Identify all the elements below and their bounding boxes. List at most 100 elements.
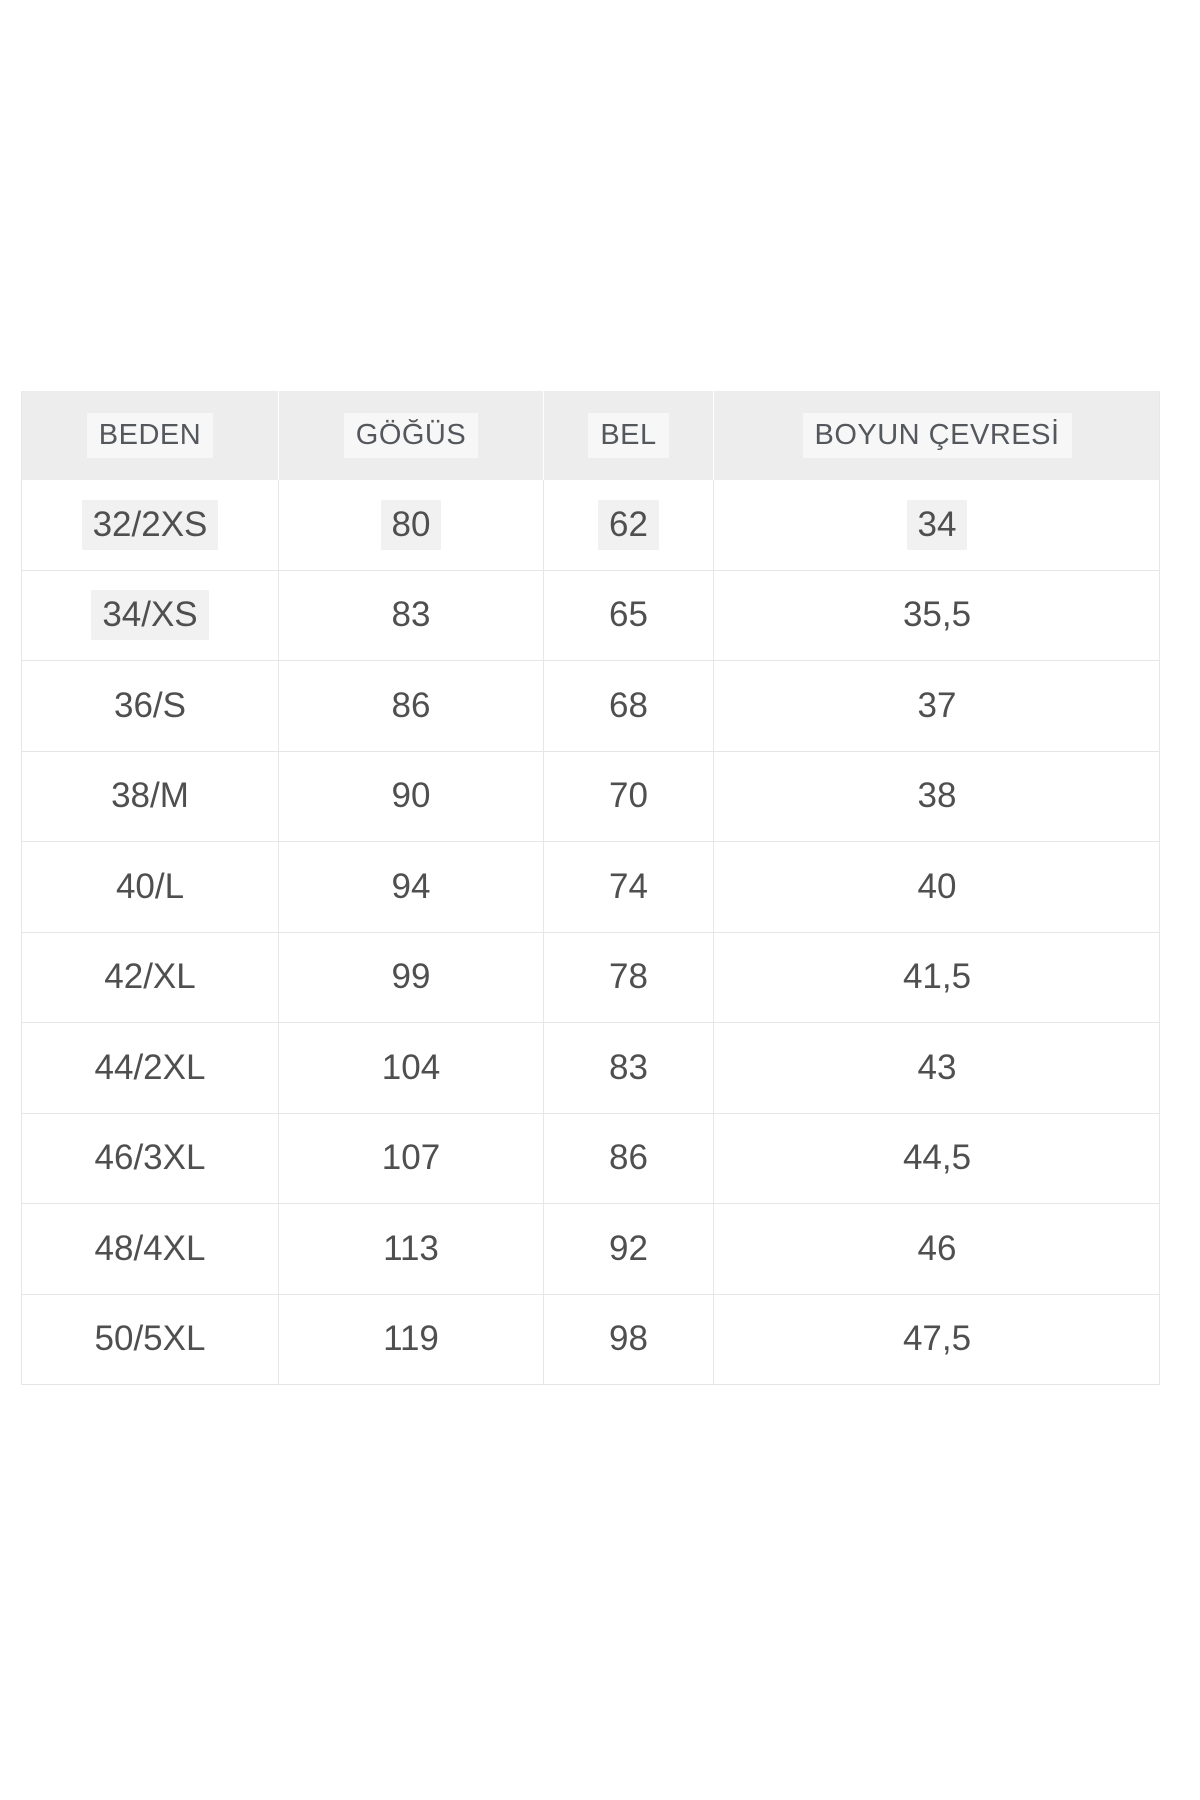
chest-value: 99 (391, 957, 431, 997)
neck-cell: 41,5 (714, 933, 1160, 1023)
size-cell: 46/3XL (22, 1113, 279, 1203)
chest-value: 104 (381, 1047, 441, 1087)
chest-value: 83 (391, 595, 431, 635)
neck-cell: 47,5 (714, 1295, 1160, 1385)
size-value: 32/2XS (81, 499, 219, 550)
waist-value: 65 (609, 595, 648, 635)
waist-cell: 92 (544, 1204, 714, 1294)
size-cell: 42/XL (22, 932, 279, 1022)
neck-value: 47,5 (902, 1319, 972, 1359)
table-header-row: BEDEN GÖĞÜS BEL BOYUN ÇEVRESİ (22, 391, 1159, 480)
waist-value: 74 (609, 866, 648, 906)
column-header-boyun-cevresi: BOYUN ÇEVRESİ (714, 391, 1160, 480)
waist-value: 83 (609, 1047, 648, 1087)
neck-cell: 34 (714, 480, 1160, 570)
chest-cell: 83 (279, 570, 544, 660)
waist-value: 78 (609, 957, 648, 997)
table-row: 32/2XS 80 62 34 (22, 480, 1159, 571)
chest-cell: 99 (279, 932, 544, 1022)
neck-cell: 40 (714, 842, 1160, 932)
table-row: 36/S 86 68 37 (22, 661, 1159, 752)
column-header-beden: BEDEN (22, 391, 279, 480)
waist-cell: 78 (544, 932, 714, 1022)
size-cell: 48/4XL (22, 1204, 279, 1294)
neck-value: 40 (917, 866, 957, 906)
neck-value: 34 (906, 499, 968, 550)
waist-cell: 98 (544, 1294, 714, 1384)
chest-cell: 104 (279, 1023, 544, 1113)
table-row: 44/2XL 104 83 43 (22, 1023, 1159, 1114)
table-body: 32/2XS 80 62 34 34/XS 83 (22, 480, 1159, 1385)
waist-value: 92 (609, 1228, 648, 1268)
size-cell: 36/S (22, 661, 279, 751)
table-row: 46/3XL 107 86 44,5 (22, 1113, 1160, 1204)
waist-value: 68 (609, 685, 648, 725)
size-chart-table: BEDEN GÖĞÜS BEL BOYUN ÇEVRESİ 32/2XS 80 … (21, 391, 1160, 1385)
table-row: 48/4XL 113 92 46 (22, 1204, 1159, 1295)
size-value: 48/4XL (94, 1228, 206, 1268)
chest-value: 119 (383, 1319, 439, 1359)
chest-value: 94 (391, 866, 431, 906)
size-value: 40/L (115, 866, 185, 906)
size-value: 36/S (114, 685, 186, 725)
chest-value: 80 (380, 499, 442, 550)
neck-value: 43 (917, 1047, 957, 1087)
chest-value: 113 (383, 1228, 439, 1268)
column-header-label: BEDEN (86, 413, 214, 458)
waist-cell: 70 (544, 751, 714, 841)
chest-cell: 80 (279, 480, 544, 570)
column-header-label: GÖĞÜS (343, 413, 479, 458)
column-header-bel: BEL (544, 391, 714, 480)
column-header-gogus: GÖĞÜS (279, 391, 544, 480)
chest-cell: 113 (279, 1204, 544, 1294)
neck-cell: 37 (714, 661, 1160, 751)
size-cell: 34/XS (22, 570, 279, 660)
neck-value: 41,5 (902, 957, 972, 997)
neck-cell: 35,5 (714, 571, 1160, 661)
size-cell: 44/2XL (22, 1023, 279, 1113)
neck-cell: 44,5 (714, 1114, 1160, 1204)
size-value: 50/5XL (94, 1319, 206, 1359)
neck-cell: 46 (714, 1204, 1160, 1294)
waist-value: 98 (609, 1319, 648, 1359)
neck-value: 35,5 (902, 595, 972, 635)
neck-value: 44,5 (902, 1138, 972, 1178)
neck-cell: 38 (714, 752, 1160, 842)
waist-cell: 62 (544, 480, 714, 570)
waist-cell: 83 (544, 1023, 714, 1113)
waist-value: 86 (609, 1138, 648, 1178)
waist-cell: 86 (544, 1113, 714, 1203)
size-cell: 32/2XS (22, 480, 279, 570)
chest-cell: 90 (279, 751, 544, 841)
table-row: 50/5XL 119 98 47,5 (22, 1294, 1160, 1385)
waist-value: 62 (598, 499, 659, 550)
neck-cell: 43 (714, 1023, 1160, 1113)
neck-value: 38 (917, 776, 957, 816)
table-row: 38/M 90 70 38 (22, 751, 1160, 842)
waist-value: 70 (609, 776, 648, 816)
table-row: 34/XS 83 65 35,5 (22, 570, 1160, 661)
size-cell: 50/5XL (22, 1294, 279, 1384)
chest-value: 90 (391, 776, 431, 816)
size-value: 44/2XL (94, 1047, 206, 1087)
size-cell: 40/L (22, 842, 279, 932)
neck-value: 46 (917, 1228, 957, 1268)
table-row: 40/L 94 74 40 (22, 842, 1159, 933)
waist-cell: 65 (544, 570, 714, 660)
column-header-label: BOYUN ÇEVRESİ (802, 413, 1072, 458)
chest-cell: 107 (279, 1113, 544, 1203)
chest-cell: 86 (279, 661, 544, 751)
size-value: 38/M (111, 776, 189, 816)
chest-value: 107 (381, 1138, 441, 1178)
chest-value: 86 (391, 685, 431, 725)
table-row: 42/XL 99 78 41,5 (22, 932, 1160, 1023)
chest-cell: 119 (279, 1294, 544, 1384)
waist-cell: 74 (544, 842, 714, 932)
column-header-label: BEL (588, 413, 669, 458)
size-value: 46/3XL (94, 1138, 206, 1178)
size-cell: 38/M (22, 751, 279, 841)
size-value: 34/XS (91, 590, 209, 641)
neck-value: 37 (917, 685, 957, 725)
waist-cell: 68 (544, 661, 714, 751)
